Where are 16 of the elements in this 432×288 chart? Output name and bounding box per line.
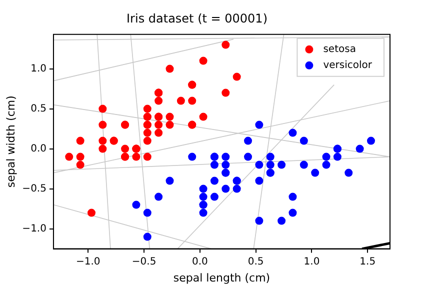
x-tick-label: 1.0 [304,256,320,268]
y-tick-label: −1.0 [22,223,46,234]
y-tick-label: 0.5 [30,103,46,114]
legend-label: setosa [323,44,356,55]
x-tick-label: −1.0 [76,256,100,268]
y-axis-title: sepal width (cm) [4,96,18,188]
y-tick-label: −0.5 [22,183,46,194]
chart-title: Iris dataset (t = 00001) [126,11,268,26]
y-tick-label: 1.0 [30,63,46,74]
legend-label: versicolor [323,60,373,71]
x-tick-label: 0.0 [192,256,208,268]
x-axis-title: sepal length (cm) [173,271,270,284]
x-tick-label: −0.5 [132,256,156,268]
x-tick-label: 0.5 [248,256,264,268]
y-tick-label: 0.0 [30,143,46,154]
x-tick-label: 1.5 [360,256,376,268]
